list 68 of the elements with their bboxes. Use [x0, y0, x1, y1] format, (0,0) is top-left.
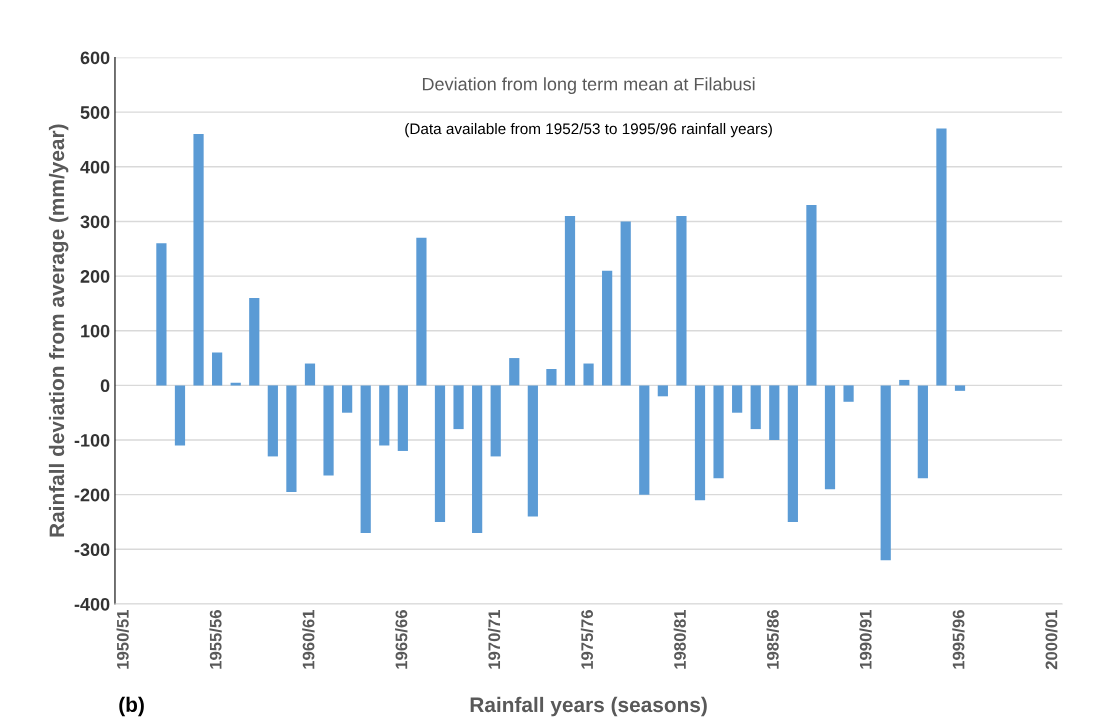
bar — [583, 363, 594, 386]
y-tick-label: 100 — [81, 324, 110, 338]
x-tick-label: 1970/71 — [487, 609, 501, 669]
bar — [212, 352, 223, 386]
bar — [787, 385, 798, 522]
y-tick-label: -300 — [74, 543, 110, 557]
bar — [843, 385, 854, 402]
x-tick-label: 1980/81 — [673, 609, 687, 669]
bar — [509, 358, 520, 386]
x-tick-label: 1990/91 — [859, 609, 872, 669]
bar — [657, 385, 668, 397]
bar — [824, 385, 836, 490]
bar — [360, 385, 371, 533]
bar — [602, 270, 613, 386]
bar — [174, 385, 186, 446]
x-tick-label: 1975/76 — [580, 610, 594, 669]
text: Deviation from long term mean at Filabusi — [422, 77, 755, 95]
x-tick-label: 1960/61 — [302, 609, 315, 669]
bar — [546, 368, 557, 386]
bar — [936, 128, 947, 386]
x-tick-label: 1955/56 — [209, 610, 222, 669]
x-tick-label: 1950/51 — [116, 609, 129, 669]
bar — [267, 385, 278, 457]
bar — [806, 205, 817, 386]
bar — [527, 385, 538, 517]
bar — [639, 385, 650, 495]
bar — [434, 385, 446, 522]
bar — [620, 221, 631, 386]
x-tick-label: 1985/86 — [766, 610, 779, 669]
bar — [379, 385, 390, 446]
bar — [323, 385, 334, 476]
bar — [156, 243, 167, 386]
x-tick-label: 1965/66 — [395, 610, 408, 669]
bar — [954, 385, 966, 391]
y-tick-label: 600 — [80, 51, 110, 65]
bar — [490, 385, 501, 457]
bar — [249, 297, 260, 386]
bar — [416, 237, 427, 386]
y-tick-label: -200 — [74, 488, 110, 502]
bar — [732, 385, 743, 413]
bar — [304, 363, 316, 386]
bar — [193, 134, 204, 386]
bar — [750, 385, 761, 430]
bar — [694, 385, 706, 501]
y-tick-label: -400 — [74, 597, 110, 611]
bar — [472, 385, 483, 533]
text: (Data available from 1952/53 to 1995/96 rainfall years) — [405, 122, 772, 138]
y-tick-label: 0 — [100, 379, 110, 393]
bar — [453, 385, 464, 430]
bar — [564, 215, 576, 386]
bar — [286, 385, 297, 492]
y-tick-label: 300 — [80, 215, 110, 229]
y-tick-label: 200 — [80, 270, 110, 283]
y-tick-label: 400 — [80, 160, 110, 174]
y-tick-label: -100 — [74, 433, 110, 447]
bar — [342, 385, 353, 413]
x-tick-label: 2000/01 — [1045, 609, 1058, 670]
bar — [713, 385, 724, 479]
bar — [880, 385, 891, 561]
bar — [676, 215, 687, 386]
x-axis-title: Rainfall years (seasons) — [470, 696, 707, 717]
x-tick-label: 1995/96 — [952, 610, 965, 669]
y-axis-title: Rainfall deviation from average (mm/year) — [48, 124, 69, 537]
bar — [917, 385, 928, 479]
y-tick-label: 500 — [80, 106, 110, 119]
bar — [397, 385, 408, 451]
text: (b) — [119, 696, 144, 717]
bar — [769, 385, 780, 441]
